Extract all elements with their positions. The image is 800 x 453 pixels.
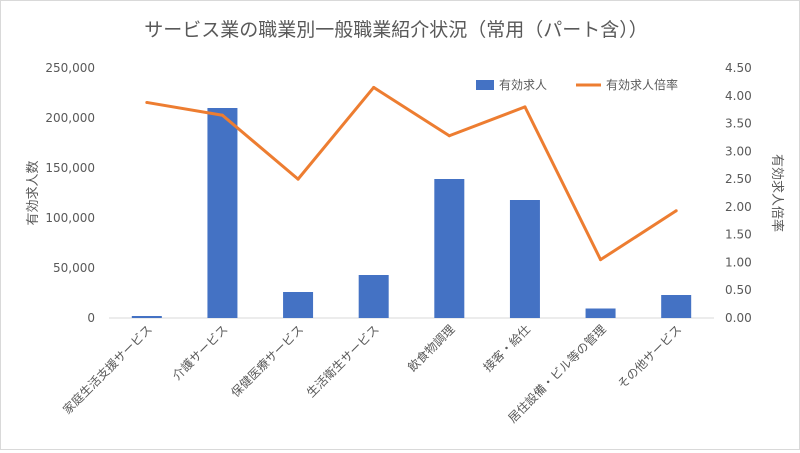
category-label: 介護サービス bbox=[169, 322, 231, 384]
line-point bbox=[523, 105, 527, 109]
left-axis-tick-label: 50,000 bbox=[53, 261, 95, 275]
right-axis-tick-label: 2.50 bbox=[725, 172, 752, 186]
line-point bbox=[296, 177, 300, 181]
right-axis-tick-label: 2.00 bbox=[725, 200, 752, 214]
legend-label-line: 有効求人倍率 bbox=[606, 77, 678, 92]
left-axis-tick-label: 150,000 bbox=[45, 161, 95, 175]
right-axis-tick-label: 0.00 bbox=[725, 311, 752, 325]
bar-series bbox=[131, 108, 692, 318]
right-axis-tick-label: 4.00 bbox=[725, 89, 752, 103]
right-axis: 0.00 0.50 1.00 1.50 2.00 2.50 3.00 3.50 4.00 4.50 bbox=[725, 61, 752, 325]
category-label: 生活衛生サービス bbox=[304, 322, 382, 400]
line-point bbox=[220, 113, 224, 117]
left-axis-title: 有効求人数 bbox=[26, 160, 41, 225]
line-point bbox=[145, 100, 149, 104]
category-label: 接客・給仕 bbox=[480, 322, 533, 375]
category-label: 飲食物調理 bbox=[404, 322, 457, 375]
right-axis-title: 有効求人倍率 bbox=[769, 154, 785, 232]
legend-label-bar: 有効求人 bbox=[499, 77, 547, 92]
right-axis-tick-label: 3.50 bbox=[725, 117, 752, 131]
category-label: 家庭生活支援サービス bbox=[59, 322, 154, 417]
line-path bbox=[146, 85, 678, 262]
bar bbox=[661, 295, 692, 318]
legend: 有効求人 有効求人倍率 bbox=[476, 77, 678, 92]
chart-title: サービス業の職業別一般職業紹介状況（常用（パート含）） bbox=[144, 19, 648, 41]
right-axis-tick-label: 1.00 bbox=[725, 255, 752, 269]
bar bbox=[131, 316, 162, 318]
right-axis-tick-label: 0.50 bbox=[725, 283, 752, 297]
bar bbox=[585, 308, 616, 318]
left-axis-tick-label: 200,000 bbox=[45, 111, 95, 125]
left-axis-tick-label: 0 bbox=[87, 311, 95, 325]
bar bbox=[358, 275, 389, 318]
category-label: その他サービス bbox=[615, 322, 684, 391]
line-point bbox=[599, 258, 603, 262]
bar bbox=[509, 200, 540, 318]
left-axis-tick-label: 100,000 bbox=[45, 211, 95, 225]
left-axis: 0 50,000 100,000 150,000 200,000 250,000 bbox=[45, 61, 95, 325]
bar bbox=[434, 179, 465, 318]
category-label: 保健医療サービス bbox=[228, 322, 306, 400]
line-point bbox=[372, 85, 376, 89]
line-point bbox=[447, 134, 451, 138]
right-axis-tick-label: 1.50 bbox=[725, 228, 752, 242]
bar bbox=[283, 292, 314, 318]
line-point bbox=[674, 209, 678, 213]
left-axis-tick-label: 250,000 bbox=[45, 61, 95, 75]
right-axis-tick-label: 3.00 bbox=[725, 144, 752, 158]
line-series bbox=[145, 85, 678, 262]
legend-swatch-bar bbox=[476, 80, 494, 90]
bar bbox=[207, 108, 238, 318]
right-axis-tick-label: 4.50 bbox=[725, 61, 752, 75]
